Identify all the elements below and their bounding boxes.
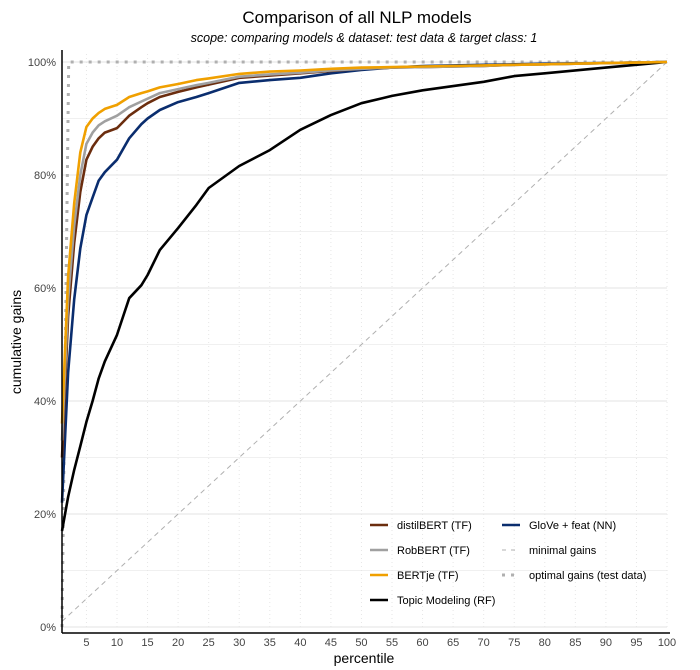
x-tick-label: 15: [141, 637, 153, 649]
legend-label: Topic Modeling (RF): [397, 595, 495, 607]
series-line-glove-feat-nn-: [60, 60, 668, 503]
x-tick-label: 55: [386, 637, 398, 649]
x-tick-label: 25: [203, 637, 215, 649]
x-tick-label: 100: [658, 637, 676, 649]
x-tick-label: 65: [447, 637, 459, 649]
x-tick-label: 50: [355, 637, 367, 649]
x-tick-label: 70: [478, 637, 490, 649]
series-line-optimal-gains-test-data-: [60, 60, 667, 628]
y-tick-label: 0%: [40, 622, 56, 634]
legend-label: optimal gains (test data): [529, 570, 646, 582]
y-tick-label: 40%: [34, 396, 56, 408]
x-tick-label: 20: [172, 637, 184, 649]
x-tick-label: 40: [294, 637, 306, 649]
x-axis-label: percentile: [334, 650, 395, 666]
y-axis-label: cumulative gains: [8, 290, 24, 394]
x-tick-label: 60: [416, 637, 428, 649]
x-tick-label: 10: [111, 637, 123, 649]
x-tick-label: 95: [630, 637, 642, 649]
legend-label: RobBERT (TF): [397, 545, 470, 557]
y-tick-label: 60%: [34, 283, 56, 295]
chart-title: Comparison of all NLP models: [242, 8, 471, 27]
legend-label: minimal gains: [529, 545, 597, 557]
y-tick-label: 20%: [34, 509, 56, 521]
x-tick-label: 90: [600, 637, 612, 649]
legend-label: distilBERT (TF): [397, 520, 472, 532]
x-tick-label: 35: [264, 637, 276, 649]
series-line-topic-modeling-rf-: [60, 60, 668, 532]
y-tick-label: 100%: [28, 57, 56, 69]
x-tick-label: 45: [325, 637, 337, 649]
chart-subtitle: scope: comparing models & dataset: test …: [191, 31, 538, 45]
x-tick-label: 30: [233, 637, 245, 649]
x-tick-label: 5: [83, 637, 89, 649]
x-tick-label: 75: [508, 637, 520, 649]
legend-label: BERTje (TF): [397, 570, 459, 582]
x-tick-label: 80: [539, 637, 551, 649]
series-line-bertje-tf-: [60, 60, 668, 424]
y-tick-label: 80%: [34, 170, 56, 182]
series-line-distilbert-tf-: [60, 60, 668, 458]
x-tick-label: 85: [569, 637, 581, 649]
series-line-minimal-gains: [61, 61, 668, 622]
legend-label: GloVe + feat (NN): [529, 520, 616, 532]
